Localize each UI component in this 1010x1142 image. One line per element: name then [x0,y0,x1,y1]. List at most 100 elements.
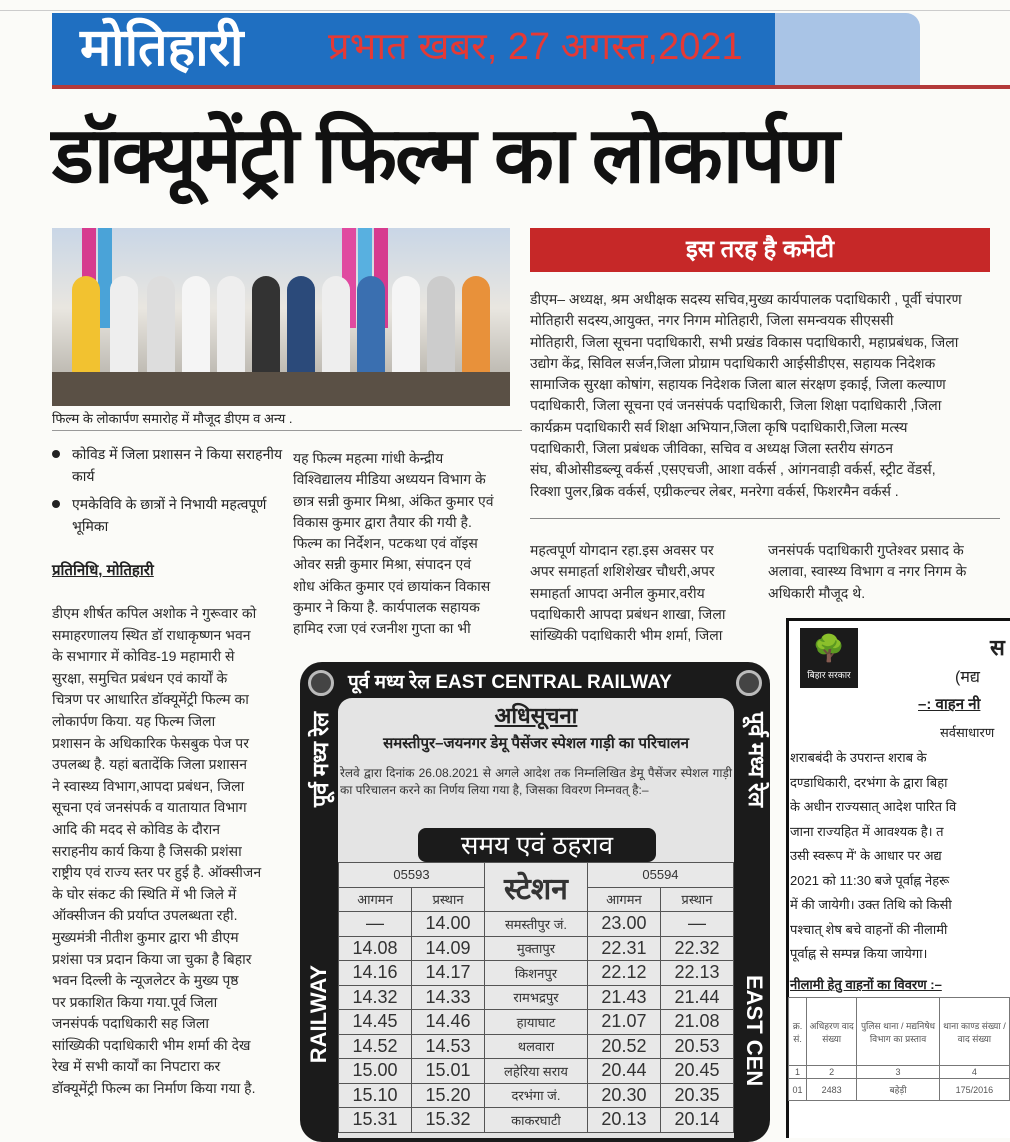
side-text-right-en: EAST CEN [742,975,767,1087]
text-line: जनसंपर्क पदाधिकारी गुप्तेश्वर प्रसाद के [768,542,964,558]
time-cell: 20.52 [586,1033,661,1059]
timetable-row: 15.31 15.32 काकरघाटी 20.13 20.14 [338,1107,735,1133]
masthead-band [52,13,775,85]
text-line: आदि की मदद से कोविड के दौरान [52,820,220,837]
timing-title-box [418,828,656,862]
article-column-2: यह फिल्म महत्मा गांधी केन्द्रीय विश्विद्य… [293,448,523,640]
table-cell: 2 [806,1065,858,1079]
station-name: हायाघाट [484,1009,588,1035]
time-cell: 14.16 [338,960,412,986]
text-line: सुरक्षा, समुचित प्रबंधन एवं कार्यों के [52,669,228,686]
text-line: मोतिहारी सदस्य,आयुक्त, नगर निगम मोतिहारी… [530,312,894,329]
time-cell: 14.09 [411,935,485,961]
ad-body: शराबबंदी के उपरान्त शराब के दण्डाधिकारी, … [790,746,1010,967]
committee-text: डीएम– अध्यक्ष, श्रम अधीक्षक सदस्य सचिव,म… [530,289,995,502]
time-cell: 14.46 [411,1009,485,1035]
headline: डॉक्यूमेंट्री फिल्म का लोकार्पण [52,111,840,199]
text-line: पूर्वाह्न से सम्पन्न किया जायेगा। [790,946,928,961]
text-line: ओवर सन्नी कुमार मिश्रा, संपादन एवं [293,556,472,573]
text-line: सूचना एवं जनसंपर्क व यातायात विभाग [52,799,247,816]
time-cell: 21.43 [586,984,661,1010]
masthead-band-extension [775,13,920,85]
text-line: के अधीन राज्यसात् आदेश पारित वि [790,799,957,814]
text-line: भवन दिल्ली के न्यूजलेटर के मुख्य पृष्ठ [52,972,239,989]
timetable-row: 14.45 14.46 हायाघाट 21.07 21.08 [338,1009,735,1035]
vehicle-table-title: नीलामी हेतु वाहनों का विवरण :– [790,977,942,992]
text-line: शोध अंकित कुमार एवं छायांकन विकास [293,577,491,594]
notice-description: रेलवे द्वारा दिनांक 26.08.2021 से अगले आ… [340,766,732,797]
arrival-header: आगमन [586,886,661,912]
committee-title: इस तरह है कमेटी [685,236,835,263]
text-line: प्रशासन के अधिकारिक फेसबुक पेज पर [52,734,249,751]
notice-heading: अधिसूचना [494,703,578,728]
text-line: पश्चात् शेष बचे वाहनों की नीलामी [790,921,948,937]
top-rule [0,10,1010,11]
text-line: के सभागार में कोविड-19 महामारी से [52,648,235,665]
timing-title: समय एवं ठहराव [460,830,614,860]
time-cell: 21.07 [586,1009,661,1035]
railway-header: पूर्व मध्य रेल EAST CENTRAL RAILWAY [348,672,672,693]
byline: प्रतिनिधि, मोतिहारी [52,562,154,579]
time-cell: 15.10 [338,1082,412,1108]
text-line: डॉक्यूमेंट्री फिल्म का निर्माण किया गया … [52,1080,256,1097]
side-text-left: पूर्व मध्य रेल [308,712,333,808]
time-cell: 22.13 [659,960,735,986]
text-line: अपर समाहर्ता शशिशेखर चौधरी,अपर [530,563,715,580]
ad-subtitle: (मद्य [955,669,980,686]
time-cell: 20.53 [659,1033,735,1059]
bihar-sarkar-logo: 🌳 बिहार सरकार [800,628,858,688]
arrival-header: आगमन [338,886,412,912]
train-number-down: 05594 [586,862,735,888]
time-cell: 14.33 [411,984,485,1010]
table-header: थाना काण्ड संख्या / वाद संख्या [938,997,1010,1066]
timetable-row: —14.00 समस्तीपुर जं. 23.00— [338,911,735,937]
text-line: ऑक्सीजन की प्रर्याप्त उपलब्धता रही. [52,907,238,924]
text-line: समाहर्ता आपदा अनील कुमार,वरीय [530,584,705,601]
timetable-row: 14.52 14.53 थलवारा 20.52 20.53 [338,1033,735,1059]
text-line: डीएम– अध्यक्ष, श्रम अधीक्षक सदस्य सचिव,म… [530,291,962,307]
text-line: विश्विद्यालय मीडिया अध्ययन विभाग के [293,471,486,488]
text-line: रेख में सभी कार्यों का निपटारा कर [52,1058,221,1075]
departure-header: प्रस्थान [659,886,735,912]
side-text-left-en: RAILWAY [306,965,331,1064]
station-name: किशनपुर [484,960,588,986]
station-name: समस्तीपुर जं. [484,911,588,937]
time-cell: 20.13 [586,1107,661,1133]
text-line: अधिकारी मौजूद थे. [768,584,866,601]
text-line: अलावा, स्वास्थ्य विभाग व नगर निगम के [768,563,967,580]
text-line: फिल्म का निर्देशन, पटकथा एवं वॉइस [293,535,478,552]
station-name: रामभद्रपुर [484,984,588,1010]
time-cell: — [338,911,412,937]
bullet-icon [52,450,60,458]
station-header: स्टेशन [484,862,588,912]
station-name: काकरघाटी [484,1107,588,1133]
ad-public: सर्वसाधारण [940,725,995,740]
event-photo [52,228,510,406]
time-cell: 20.35 [659,1082,735,1108]
table-cell: 175/2016 [938,1078,1010,1101]
time-cell: 14.08 [338,935,412,961]
time-cell: 14.53 [411,1033,485,1059]
table-cell: 01 [787,1078,808,1101]
time-cell: 15.32 [411,1107,485,1133]
time-cell: 14.45 [338,1009,412,1035]
text-line: जनसंपर्क पदाधिकारी सह जिला [52,1015,210,1032]
timetable-row: 14.16 14.17 किशनपुर 22.12 22.13 [338,960,735,986]
logo-text: बिहार सरकार [807,670,851,680]
table-cell: बहेड़ी [856,1078,940,1101]
railway-seal-icon [736,670,762,696]
time-cell: 20.14 [659,1107,735,1133]
text-line: लोकार्पण किया. यह फिल्म जिला [52,712,216,729]
article-column-1: डीएम शीर्षत कपिल अशोक ने गुरूवार को समाहर… [52,603,287,1100]
time-cell: 20.30 [586,1082,661,1108]
time-cell: 21.08 [659,1009,735,1035]
table-header: क्र. सं. [787,997,808,1066]
train-timetable: 05593 स्टेशन 05594 आगमन प्रस्थान आगमन प्… [338,862,735,1133]
text-line: पदाधिकारी आपदा प्रबंधन शाखा, जिला [530,605,726,622]
time-cell: — [659,911,735,937]
table-cell: 1 [787,1065,808,1079]
timetable-row: 14.32 14.33 रामभद्रपुर 21.43 21.44 [338,984,735,1010]
notice-title: समस्तीपुर–जयनगर डेमू पैसेंजर स्पेशल गाड़… [383,735,689,752]
timetable-row: 15.00 15.01 लहेरिया सराय 20.44 20.45 [338,1058,735,1084]
text-line: संघ, बीओसीडब्ल्यू वर्कर्स ,एसएचजी, आशा व… [530,461,936,478]
